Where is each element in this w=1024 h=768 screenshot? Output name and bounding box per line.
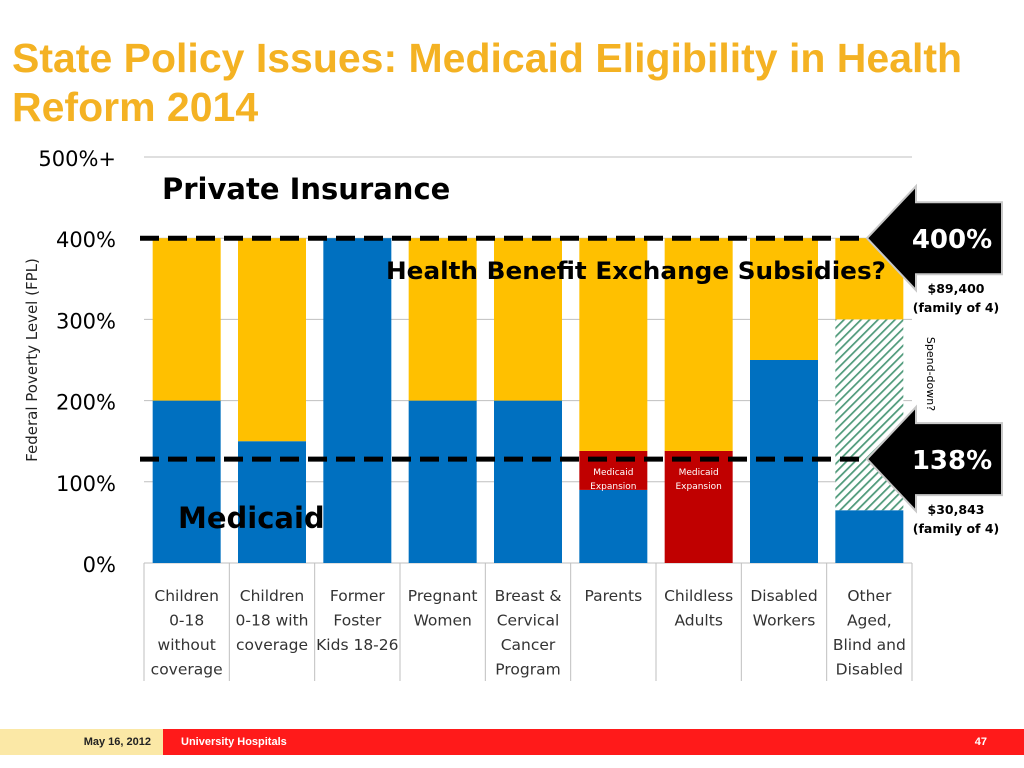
y-tick-label: 0% <box>83 553 116 577</box>
y-tick-label: 400% <box>56 228 116 252</box>
y-tick-label: 500%+ <box>38 147 116 171</box>
x-category-label: Women <box>413 612 471 630</box>
bar-exchange <box>152 238 221 401</box>
x-category-label: coverage <box>151 661 223 679</box>
y-tick-label: 200% <box>56 391 116 415</box>
region-label-private: Private Insurance <box>162 172 450 206</box>
footer-page-number: 47 <box>974 736 987 748</box>
y-axis-label: Federal Poverty Level (FPL) <box>23 258 41 462</box>
x-category-label: Pregnant <box>408 587 478 605</box>
x-category-label: Foster <box>333 612 382 630</box>
x-category-label: Other <box>847 587 892 605</box>
y-tick-label: 300% <box>56 309 116 333</box>
x-category-label: Kids 18-26 <box>316 636 398 654</box>
x-category-label: 0-18 with <box>236 612 309 630</box>
x-category-label: 0-18 <box>169 612 204 630</box>
bar-medicaid-expansion <box>664 450 733 563</box>
bar-exchange <box>579 238 648 451</box>
footer-bar: University Hospitals 47 <box>163 729 1024 755</box>
medicaid-expansion-label: Medicaid <box>593 468 633 478</box>
x-category-label: Cervical <box>497 612 560 630</box>
x-category-label: Cancer <box>501 636 556 654</box>
region-label-exchange: Health Benefit Exchange Subsidies? <box>386 257 886 285</box>
bar-exchange <box>494 238 562 401</box>
bar-exchange <box>750 238 818 360</box>
bar-medicaid <box>323 238 392 563</box>
x-category-label: Disabled <box>750 587 817 605</box>
medicaid-expansion-label: Expansion <box>590 482 636 492</box>
x-category-label: Aged, <box>847 612 892 630</box>
threshold-note: (family of 4) <box>913 521 999 536</box>
x-category-label: Adults <box>674 612 722 630</box>
y-tick-label: 100% <box>56 472 116 496</box>
x-category-label: Breast & <box>495 587 562 605</box>
region-label-medicaid: Medicaid <box>178 501 325 535</box>
bar-medicaid <box>152 400 221 563</box>
x-category-label: Parents <box>584 587 642 605</box>
bar-medicaid <box>579 489 648 563</box>
x-category-label: without <box>158 636 216 654</box>
footer: May 16, 2012 University Hospitals 47 <box>0 729 1024 755</box>
threshold-label: 138% <box>912 446 992 476</box>
threshold-note: (family of 4) <box>913 300 999 315</box>
threshold-arrow <box>865 183 1003 293</box>
threshold-label: 400% <box>912 225 992 255</box>
footer-organization: University Hospitals <box>181 736 287 748</box>
x-category-label: Childless <box>664 587 733 605</box>
x-category-label: Children <box>240 587 305 605</box>
bar-exchange <box>408 238 477 401</box>
slide-title: State Policy Issues: Medicaid Eligibilit… <box>12 35 963 130</box>
eligibility-chart: 0% 100% 200% 300% 400% 500%+ Federal Poverty L… <box>23 147 1003 681</box>
x-category-label: Workers <box>753 612 816 630</box>
x-category-label: Program <box>495 661 560 679</box>
x-category-label: Former <box>330 587 386 605</box>
x-category-label: coverage <box>236 636 308 654</box>
threshold-note: $89,400 <box>928 281 985 296</box>
threshold-note: $30,843 <box>928 502 985 517</box>
x-category-label: Disabled <box>836 661 903 679</box>
medicaid-expansion-label: Expansion <box>675 482 721 492</box>
x-category-label: Children <box>154 587 219 605</box>
bar-exchange <box>664 238 733 451</box>
bar-medicaid <box>835 510 904 563</box>
threshold-arrow <box>865 404 1003 514</box>
medicaid-expansion-label: Medicaid <box>679 468 719 478</box>
x-category-label: Blind and <box>833 636 906 654</box>
bar-exchange <box>238 238 306 442</box>
bar-medicaid <box>494 400 562 563</box>
spend-down-label: Spend-down? <box>924 337 937 411</box>
bar-medicaid <box>408 400 477 563</box>
footer-date: May 16, 2012 <box>0 729 163 755</box>
